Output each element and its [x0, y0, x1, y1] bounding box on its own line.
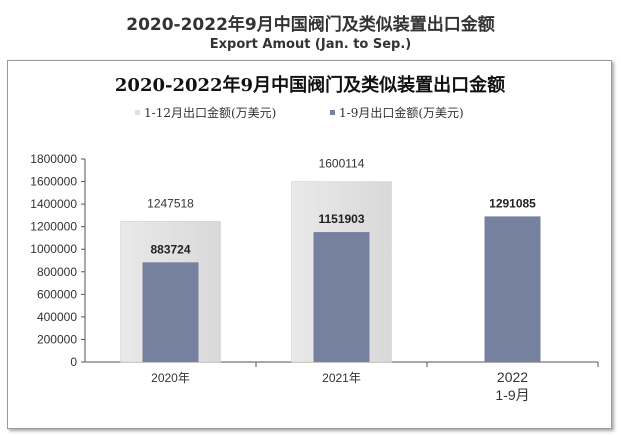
y-tick-label: 200000 [37, 332, 77, 346]
data-labels: 1247518 883724 1600114 1151903 1291085 [147, 157, 536, 257]
axes: 0 200000 400000 600000 800000 1000000 1200000 1… [30, 152, 599, 403]
bar-jan-sep-0 [142, 262, 199, 362]
legend-swatch-0 [135, 110, 140, 115]
data-label-jan-sep-0: 883724 [150, 242, 190, 256]
page-title: 2020-2022年9月中国阀门及类似装置出口金额 [126, 15, 495, 35]
y-tick-label: 1800000 [30, 152, 77, 166]
data-label-jan-sep-2: 1291085 [489, 196, 536, 210]
y-tick-label: 1400000 [30, 197, 77, 211]
y-tick-label: 1000000 [30, 242, 77, 256]
x-tick-label: 1-9月 [495, 387, 529, 403]
legend-label-0: 1-12月出口金额(万美元) [144, 105, 276, 120]
y-tick-label: 400000 [37, 310, 77, 324]
x-tick-label: 2022 [497, 369, 528, 385]
bar-jan-sep-2 [484, 216, 541, 362]
bars [120, 181, 541, 363]
chart-title: 2020-2022年9月中国阀门及类似装置出口金额 [115, 74, 505, 96]
data-label-annual-1: 1600114 [319, 157, 365, 171]
x-tick-label: 2020年 [151, 371, 190, 385]
legend-swatch-1 [330, 110, 335, 115]
x-tick-label: 2021年 [322, 371, 361, 385]
y-tick-label: 800000 [37, 265, 77, 279]
legend-label-1: 1-9月出口金额(万美元) [339, 105, 464, 120]
data-label-annual-0: 1247518 [147, 196, 194, 210]
y-tick-label: 600000 [37, 287, 77, 301]
y-tick-label: 1200000 [30, 220, 77, 234]
legend: 1-12月出口金额(万美元) 1-9月出口金额(万美元) [135, 105, 464, 120]
y-tick-label: 1600000 [30, 175, 77, 189]
data-label-jan-sep-1: 1151903 [318, 212, 364, 226]
bar-jan-sep-1 [313, 232, 370, 362]
page-subtitle: Export Amout (Jan. to Sep.) [209, 37, 412, 52]
y-tick-label: 0 [70, 355, 77, 369]
